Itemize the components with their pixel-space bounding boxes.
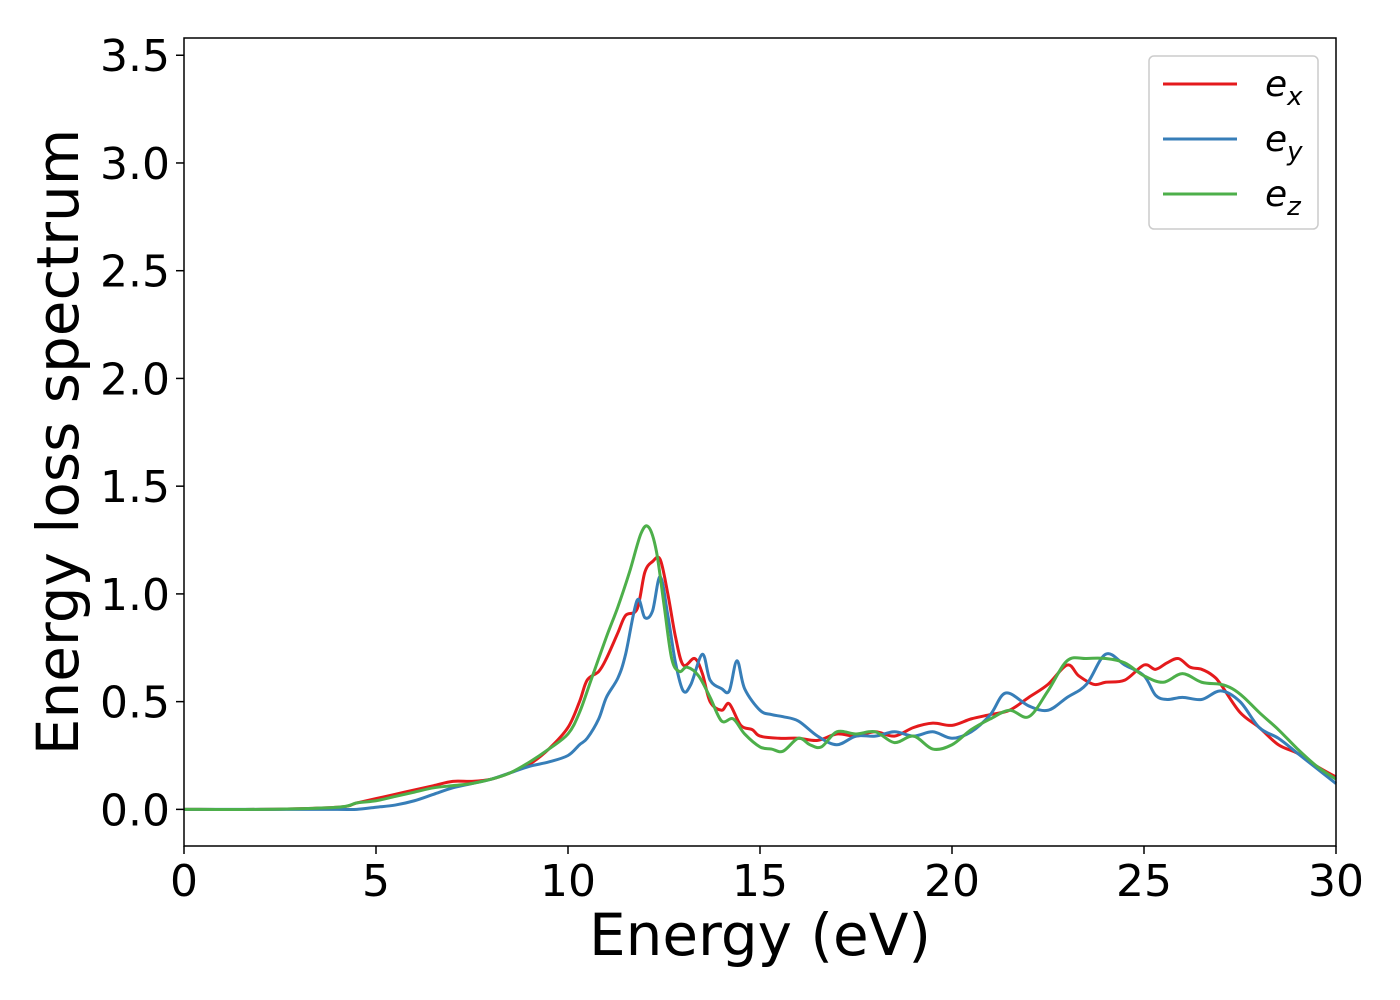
x-tick-label: 10 xyxy=(540,856,596,907)
legend-label-base: e xyxy=(1265,119,1287,160)
x-tick-label: 30 xyxy=(1308,856,1364,907)
legend-item: ey xyxy=(1163,119,1303,167)
legend-item: ex xyxy=(1163,64,1303,112)
y-tick-label: 1.0 xyxy=(100,570,170,621)
legend-box xyxy=(1148,55,1319,230)
x-tick-label: 0 xyxy=(170,856,198,907)
series-line-e-y xyxy=(183,575,1337,812)
legend-item: ez xyxy=(1163,174,1302,222)
legend-label: ex xyxy=(1265,64,1303,112)
y-tick-label: 0.0 xyxy=(100,785,170,836)
legend-label-base: e xyxy=(1265,174,1287,215)
x-tick-label: 20 xyxy=(924,856,980,907)
legend-label-subscript: y xyxy=(1286,137,1303,167)
x-axis-label: Energy (eV) xyxy=(589,901,931,969)
y-tick-label: 2.5 xyxy=(100,247,170,298)
y-axis-label: Energy loss spectrum xyxy=(24,129,92,755)
x-tick-label: 15 xyxy=(732,856,788,907)
legend-label: ey xyxy=(1265,119,1303,167)
legend-label-subscript: z xyxy=(1286,192,1302,222)
series-layer xyxy=(183,524,1337,812)
y-tick-label: 2.0 xyxy=(100,354,170,405)
y-tick-label: 1.5 xyxy=(100,462,170,513)
y-tick-label: 0.5 xyxy=(100,678,170,729)
legend-label-subscript: x xyxy=(1286,82,1303,112)
y-axis-ticks: 0.0 0.5 1.0 1.5 2.0 2.5 3.0 3.5 xyxy=(100,31,184,836)
y-tick-label: 3.0 xyxy=(100,139,170,190)
x-tick-label: 5 xyxy=(362,856,390,907)
series-line-e-z xyxy=(183,524,1337,812)
x-tick-label: 25 xyxy=(1116,856,1172,907)
legend-label: ez xyxy=(1265,174,1302,222)
legend-label-base: e xyxy=(1265,64,1287,105)
x-axis-ticks: 0 5 10 15 20 25 30 xyxy=(170,846,1364,907)
y-tick-label: 3.5 xyxy=(100,31,170,82)
